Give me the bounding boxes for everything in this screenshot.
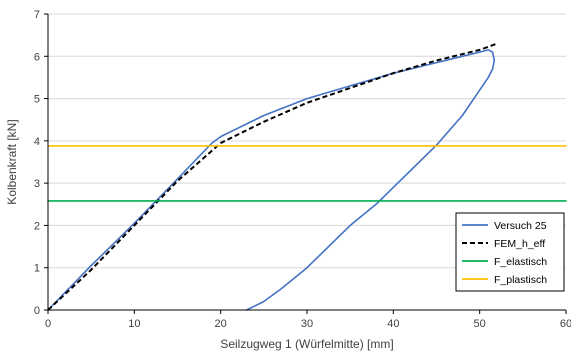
y-tick-label: 6 [34,51,40,63]
x-tick-label: 10 [128,318,140,330]
y-tick-label: 7 [34,9,40,21]
series-line-1 [47,42,498,311]
x-tick-label: 60 [560,318,571,330]
legend-label-1: FEM_h_eff [494,238,545,250]
series-group [47,42,567,311]
legend-label-3: F_plastisch [494,274,547,286]
x-tick-label: 20 [215,318,227,330]
y-tick-label: 0 [34,305,40,317]
y-tick-label: 5 [34,94,40,106]
legend-box [455,212,565,292]
legend-label-0: Versuch 25 [494,220,547,232]
x-tick-label: 0 [45,318,51,330]
y-tick-label: 4 [34,136,40,148]
x-tick-label: 30 [301,318,313,330]
y-axis-label: Kolbenkraft [kN] [5,119,19,204]
axes [44,13,567,314]
y-tick-label: 3 [34,178,40,190]
legend: Versuch 25 FEM_h_eff F_elastisch F_plastisc… [455,212,565,292]
y-tick-label: 2 [34,220,40,232]
x-axis-label: Seilzugweg 1 (Würfelmitte) [mm] [220,337,393,351]
series-line-0 [47,49,496,311]
x-tick-label: 40 [387,318,399,330]
tick-labels: 0 1 2 3 4 5 6 7 0 10 20 30 40 50 60 [34,9,571,330]
x-tick-label: 50 [474,318,486,330]
legend-label-2: F_elastisch [494,256,547,268]
y-tick-label: 1 [34,263,40,275]
